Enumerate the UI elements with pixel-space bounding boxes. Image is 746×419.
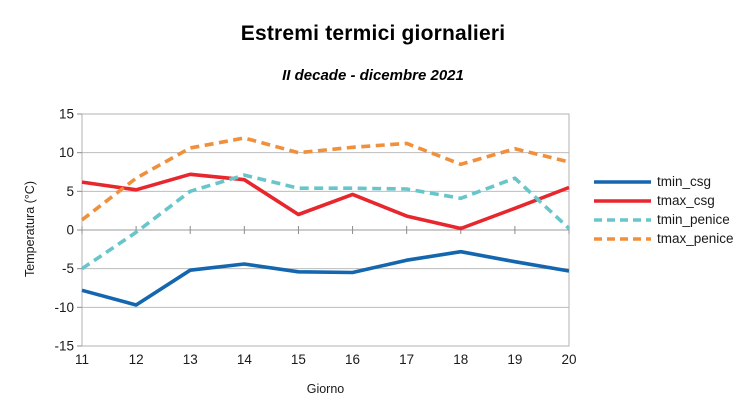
- series-line-tmax_csg: [81, 172, 570, 231]
- legend: tmin_csg tmax_csg tmin_penice tmax_penice: [594, 172, 734, 248]
- chart-title: Estremi termici giornalieri: [240, 22, 506, 45]
- legend-item-tmin_csg: tmin_csg: [594, 172, 734, 191]
- legend-label: tmax_penice: [657, 231, 734, 246]
- legend-swatch-tmax_csg: [594, 198, 651, 203]
- x-tick-label: 12: [129, 352, 144, 367]
- x-tick-label: 20: [561, 352, 576, 367]
- x-tick-label: 18: [453, 352, 468, 367]
- legend-label: tmax_csg: [657, 193, 715, 208]
- y-tick-label: 15: [59, 107, 74, 122]
- legend-item-tmax_csg: tmax_csg: [594, 191, 734, 210]
- x-tick-label: 13: [183, 352, 198, 367]
- y-tick-label: 0: [66, 223, 74, 238]
- y-tick-label: -10: [54, 300, 74, 315]
- series-line-tmin_penice: [80, 173, 571, 271]
- y-tick-label: 5: [66, 184, 74, 199]
- legend-item-tmax_penice: tmax_penice: [594, 229, 734, 248]
- y-tick-label: 10: [59, 145, 74, 160]
- chart-subtitle: II decade - dicembre 2021: [282, 67, 464, 84]
- x-tick-label: 16: [345, 352, 360, 367]
- x-tick-label: 15: [291, 352, 306, 367]
- legend-swatch-tmax_penice: [594, 236, 651, 241]
- legend-swatch-tmin_penice: [594, 217, 651, 222]
- x-tick-label: 17: [399, 352, 414, 367]
- legend-label: tmin_csg: [657, 174, 712, 189]
- x-tick-label: 19: [507, 352, 522, 367]
- y-tick-label: -5: [62, 261, 74, 276]
- x-tick-label: 14: [237, 352, 253, 367]
- legend-item-tmin_penice: tmin_penice: [594, 210, 734, 229]
- x-tick-label: 11: [75, 352, 89, 367]
- series-line-tmin_csg: [81, 249, 570, 307]
- y-tick-label: -15: [54, 339, 74, 354]
- series-line-tmax_penice: [80, 136, 570, 222]
- y-axis-title: Temperatura (°C): [23, 181, 37, 277]
- legend-label: tmin_penice: [657, 212, 730, 227]
- legend-swatch-tmin_csg: [594, 179, 651, 184]
- x-axis-title: Giorno: [306, 382, 345, 396]
